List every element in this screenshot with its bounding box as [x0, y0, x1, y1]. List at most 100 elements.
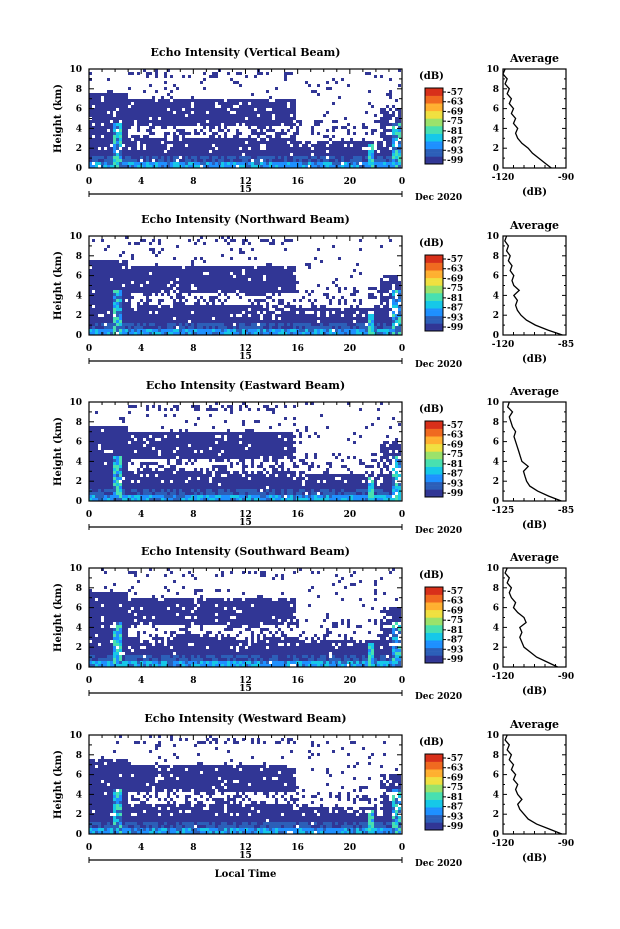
heatmap-cell [164, 281, 167, 284]
heatmap-cell [263, 141, 266, 144]
heatmap-cell [257, 159, 260, 162]
heatmap-cell [206, 308, 209, 311]
heatmap-cell [296, 326, 299, 329]
heatmap-cell [218, 129, 221, 132]
heatmap-cell [350, 141, 353, 144]
heatmap-cell [254, 120, 257, 123]
heatmap-cell [206, 408, 209, 411]
heatmap-cell [122, 129, 125, 132]
heatmap-cell [284, 102, 287, 105]
heatmap-cell [125, 305, 128, 308]
heatmap-cell [227, 162, 230, 165]
heatmap-cell [290, 281, 293, 284]
heatmap-cell [215, 117, 218, 120]
heatmap-cell [191, 329, 194, 332]
heatmap-cell [203, 435, 206, 438]
heatmap-cell [203, 87, 206, 90]
heatmap-cell [143, 471, 146, 474]
heatmap-cell [122, 495, 125, 498]
heatmap-cell [179, 495, 182, 498]
heatmap-cell [281, 108, 284, 111]
heatmap-cell [134, 495, 137, 498]
heatmap-cell [242, 159, 245, 162]
heatmap-cell [176, 495, 179, 498]
heatmap-cell [137, 486, 140, 489]
heatmap-cell [206, 438, 209, 441]
heatmap-cell [173, 477, 176, 480]
colorbar-swatch [425, 308, 443, 311]
heatmap-cell [272, 162, 275, 165]
heatmap-cell [146, 299, 149, 302]
heatmap-cell [260, 120, 263, 123]
heatmap-cell [374, 75, 377, 78]
heatmap-cell [251, 287, 254, 290]
heatmap-cell [98, 492, 101, 495]
heatmap-cell [176, 405, 179, 408]
heatmap-cell [380, 144, 383, 147]
heatmap-cell [140, 114, 143, 117]
heatmap-cell [329, 329, 332, 332]
heatmap-cell [320, 156, 323, 159]
heatmap-cell [92, 474, 95, 477]
heatmap-cell [383, 320, 386, 323]
heatmap-cell [149, 314, 152, 317]
heatmap-cell [116, 99, 119, 102]
heatmap-cell [176, 99, 179, 102]
heatmap-cell [110, 159, 113, 162]
heatmap-cell [224, 275, 227, 278]
heatmap-cell [107, 489, 110, 492]
heatmap-cell [92, 126, 95, 129]
heatmap-cell [398, 299, 401, 302]
heatmap-cell [179, 278, 182, 281]
heatmap-cell [185, 102, 188, 105]
heatmap-cell [395, 287, 398, 290]
heatmap-cell [149, 495, 152, 498]
heatmap-cell [266, 147, 269, 150]
heatmap-cell [212, 323, 215, 326]
heatmap-cell [104, 429, 107, 432]
heatmap-cell [356, 308, 359, 311]
heatmap-cell [185, 123, 188, 126]
heatmap-cell [131, 447, 134, 450]
heatmap-cell [89, 99, 92, 102]
heatmap-cell [122, 117, 125, 120]
heatmap-cell [386, 117, 389, 120]
heatmap-cell [137, 495, 140, 498]
heatmap-cell [119, 447, 122, 450]
heatmap-cell [176, 480, 179, 483]
heatmap-cell [110, 311, 113, 314]
heatmap-cell [194, 435, 197, 438]
heatmap-cell [272, 159, 275, 162]
heatmap-cell [305, 332, 308, 335]
heatmap-cell [176, 245, 179, 248]
heatmap-cell [233, 320, 236, 323]
colorbar-swatch [425, 304, 443, 307]
heatmap-cell [92, 165, 95, 168]
heatmap-cell [131, 150, 134, 153]
heatmap-cell [122, 296, 125, 299]
heatmap-cell [134, 165, 137, 168]
heatmap-cell [239, 144, 242, 147]
heatmap-cell [197, 326, 200, 329]
heatmap-cell [164, 156, 167, 159]
heatmap-cell [221, 311, 224, 314]
heatmap-cell [122, 471, 125, 474]
heatmap-cell [347, 123, 350, 126]
heatmap-cell [383, 165, 386, 168]
heatmap-cell [155, 275, 158, 278]
x-tick-label: 4 [138, 344, 144, 354]
heatmap-cell [146, 102, 149, 105]
heatmap-cell [287, 156, 290, 159]
heatmap-cell [125, 465, 128, 468]
heatmap-cell [155, 468, 158, 471]
heatmap-cell [224, 311, 227, 314]
heatmap-cell [176, 281, 179, 284]
heatmap-cell [341, 78, 344, 81]
heatmap-cell [158, 144, 161, 147]
heatmap-cell [155, 305, 158, 308]
heatmap-cell [266, 263, 269, 266]
heatmap-cell [143, 272, 146, 275]
heatmap-cell [158, 284, 161, 287]
heatmap-cell [167, 456, 170, 459]
heatmap-cell [251, 323, 254, 326]
